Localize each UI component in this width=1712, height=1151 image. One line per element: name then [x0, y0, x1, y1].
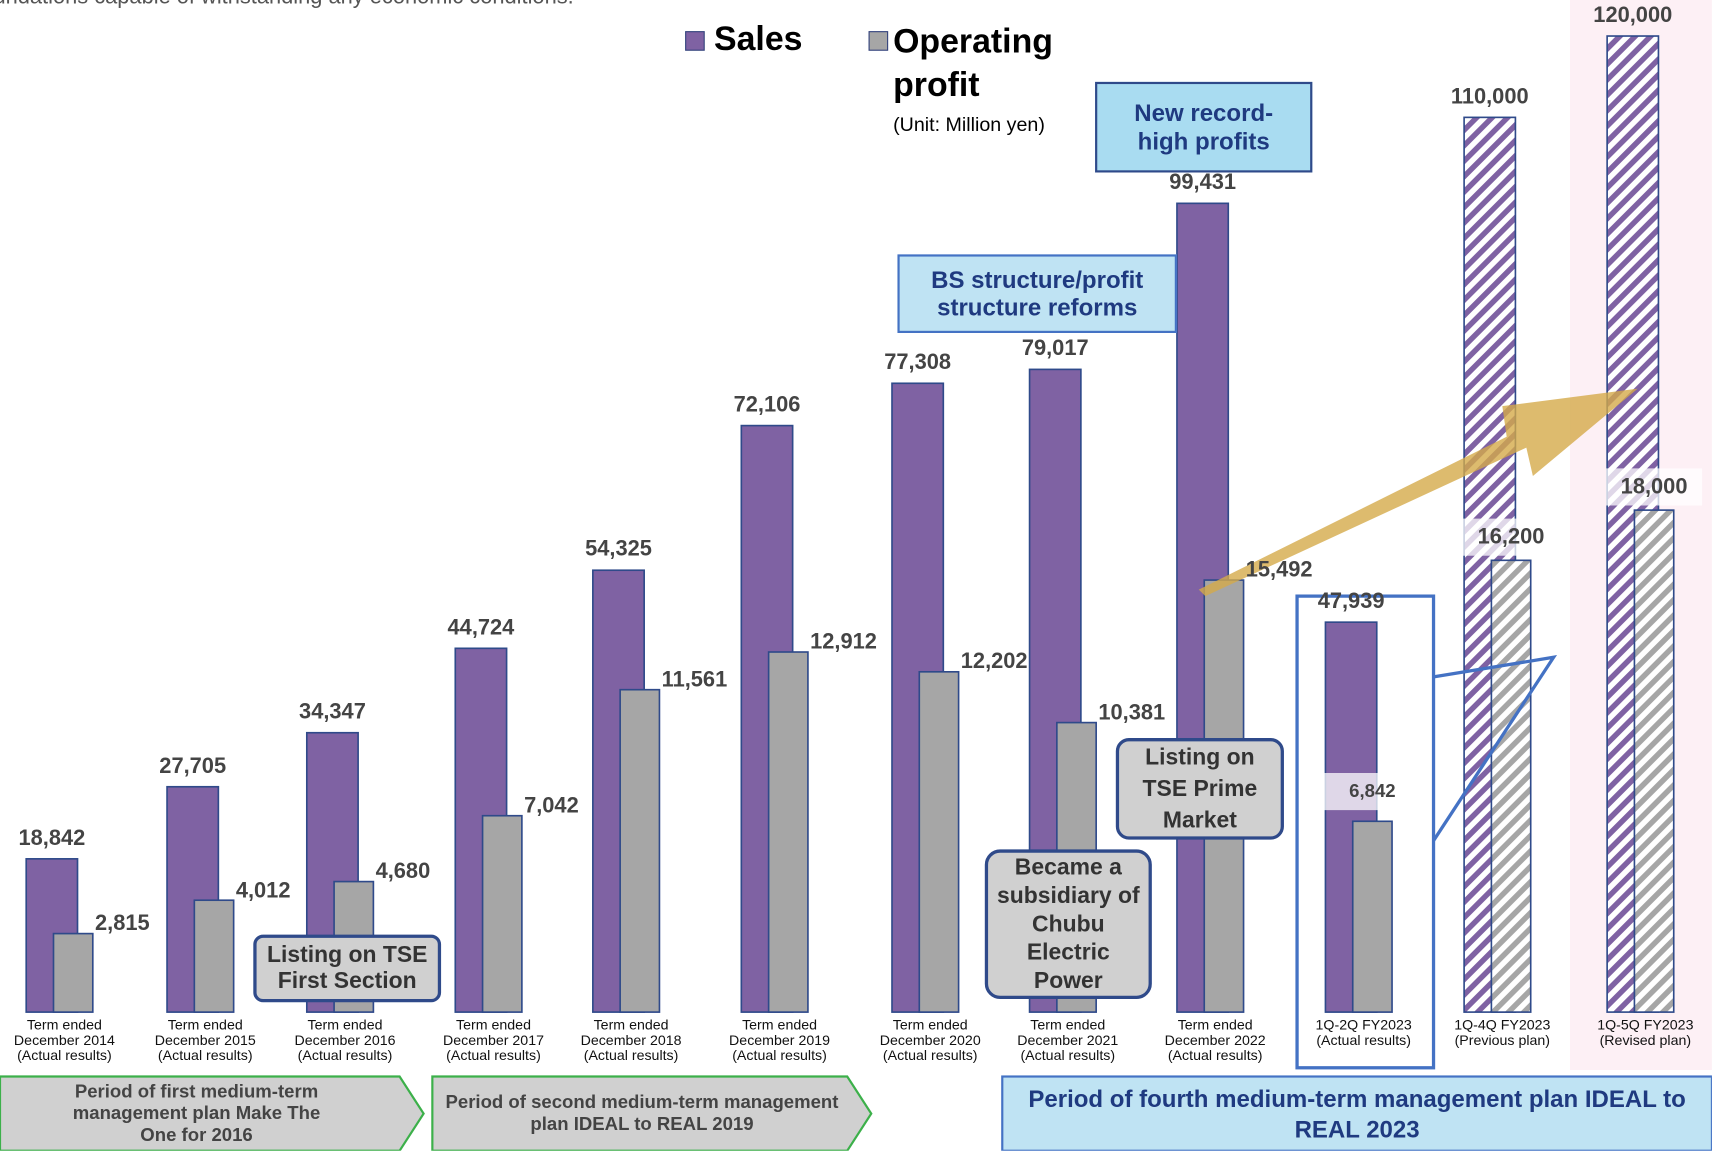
legend-swatch	[868, 31, 889, 51]
bar	[1490, 559, 1532, 1013]
bar	[1633, 509, 1675, 1013]
annotation: BS structure/profit structure reforms	[897, 254, 1177, 333]
period-banner	[0, 1075, 425, 1151]
unit-label: (Unit: Million yen)	[893, 113, 1045, 136]
bar	[767, 651, 809, 1013]
data-label: 47,939	[1317, 589, 1385, 614]
data-label: 120,000	[1593, 3, 1673, 28]
data-label: 27,705	[159, 753, 227, 779]
period-label: Period of first medium-term management p…	[72, 1080, 321, 1146]
period-label: Period of fourth medium-term management …	[1028, 1085, 1686, 1144]
growth-arrow	[1198, 388, 1638, 597]
annotation: Listing on TSE Prime Market	[1115, 738, 1284, 840]
data-label: 12,912	[810, 630, 877, 655]
data-label: 15,492	[1245, 558, 1313, 583]
bar	[193, 899, 235, 1013]
x-tick-label: Term ended December 2015 (Actual results…	[154, 1016, 256, 1064]
data-label: 12,202	[960, 649, 1028, 674]
callout-lines	[1432, 655, 1558, 842]
data-label: 10,381	[1098, 700, 1166, 725]
data-label: 4,012	[235, 878, 291, 903]
bar	[481, 814, 523, 1013]
data-label: 18,000	[1606, 468, 1703, 506]
data-label: 99,431	[1169, 170, 1237, 195]
bar	[52, 932, 94, 1013]
x-tick-label: Term ended December 2019 (Actual results…	[729, 1016, 831, 1064]
data-label: 2,815	[94, 911, 150, 936]
legend-swatch	[685, 31, 705, 51]
annotation: Listing on TSE First Section	[253, 934, 442, 1003]
x-tick-label: Term ended December 2018 (Actual results…	[580, 1016, 682, 1064]
data-label: 54,325	[585, 537, 652, 562]
subtitle: undations capable of withstanding any ec…	[0, 0, 574, 10]
x-tick-label: Term ended December 2016 (Actual results…	[294, 1016, 396, 1064]
x-tick-label: 1Q-5Q FY2023 (Revised plan)	[1597, 1016, 1694, 1049]
bar	[1351, 820, 1393, 1013]
data-label: 18,842	[18, 826, 86, 851]
data-label: 77,308	[884, 350, 952, 375]
x-tick-label: Term ended December 2020 (Actual results…	[879, 1016, 981, 1064]
data-label: 11,561	[661, 667, 728, 692]
data-label: 34,347	[299, 699, 366, 724]
annotation: Became a subsidiary of Chubu Electric Po…	[984, 849, 1152, 999]
x-tick-label: Term ended December 2017 (Actual results…	[442, 1016, 544, 1064]
data-label: 72,106	[733, 392, 801, 417]
legend-label: Sales	[714, 19, 803, 58]
bar	[619, 688, 661, 1013]
data-label: 110,000	[1450, 84, 1529, 109]
period-label: Period of second medium-term management …	[445, 1091, 839, 1135]
x-tick-label: 1Q-2Q FY2023 (Actual results)	[1315, 1016, 1412, 1049]
data-label: 44,724	[447, 615, 515, 640]
data-label: 6,842	[1324, 773, 1421, 811]
x-tick-label: Term ended December 2021 (Actual results…	[1017, 1016, 1119, 1064]
data-label: 7,042	[524, 793, 579, 818]
period-banner	[431, 1075, 873, 1151]
data-label: 4,680	[375, 859, 431, 884]
data-label: 79,017	[1021, 336, 1089, 361]
legend-label: Operating profit	[893, 21, 1053, 104]
x-tick-label: Term ended December 2014 (Actual results…	[13, 1016, 115, 1064]
x-tick-label: 1Q-4Q FY2023 (Previous plan)	[1454, 1016, 1551, 1049]
x-tick-label: Term ended December 2022 (Actual results…	[1164, 1016, 1266, 1064]
bar	[918, 670, 960, 1013]
data-label: 16,200	[1463, 518, 1560, 556]
actual-results-frame	[1295, 594, 1436, 1070]
annotation: New record-high profits	[1095, 81, 1313, 173]
